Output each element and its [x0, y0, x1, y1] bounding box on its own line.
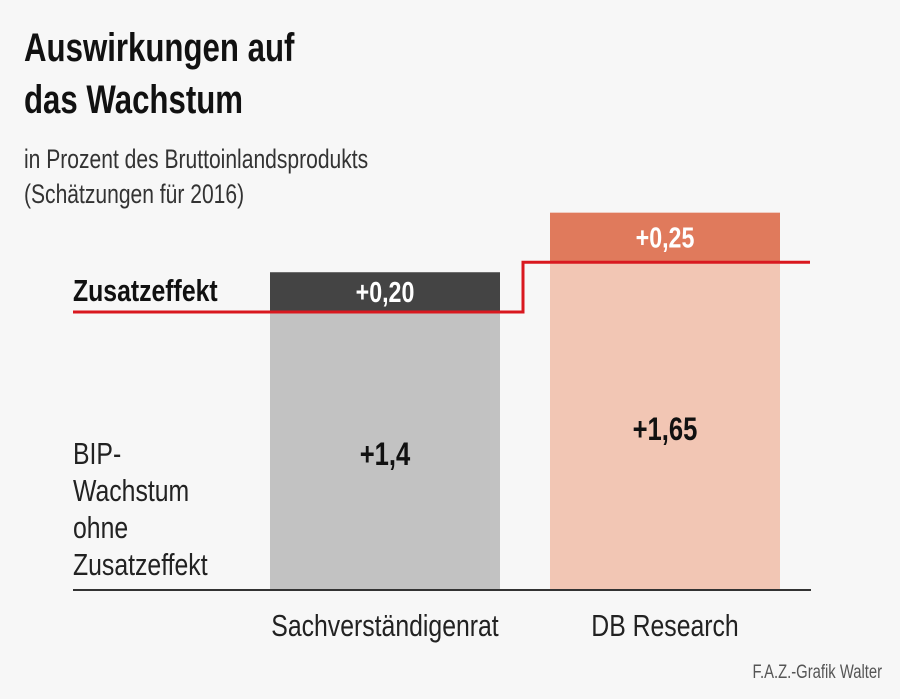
chart-title: Auswirkungen auf das Wachstum: [24, 22, 524, 126]
zusatzeffekt-line: [73, 260, 810, 314]
series-label-base-line: Zusatzeffekt: [73, 547, 208, 581]
data-label: +1,65: [633, 413, 698, 448]
series-label-zusatzeffekt: Zusatzeffekt: [73, 273, 218, 307]
bar-zusatz-2: [550, 212, 780, 263]
data-label: +0,20: [356, 276, 415, 309]
subtitle-line-1: in Prozent des Bruttoinlandsprodukts: [24, 144, 369, 174]
series-label-base-line: Wachstum: [73, 473, 189, 507]
category-label: Sachverständigenrat: [271, 608, 499, 642]
bar-base-2: [550, 262, 780, 590]
category-label: DB Research: [591, 608, 738, 642]
series-label-base-line: BIP-: [73, 436, 121, 470]
data-label: +0,25: [636, 221, 695, 254]
bar-base-1: [270, 311, 500, 590]
chart-subtitle: in Prozent des Bruttoinlandsprodukts (Sc…: [24, 142, 465, 212]
title-line-1: Auswirkungen auf: [24, 26, 295, 70]
source-credit: F.A.Z.-Grafik Walter: [752, 662, 882, 683]
title-line-2: das Wachstum: [24, 78, 244, 122]
data-label: +1,4: [360, 437, 411, 472]
series-label-base-line: ohne: [73, 510, 128, 544]
subtitle-line-2: (Schätzungen für 2016): [24, 179, 245, 209]
bar-zusatz-1: [270, 272, 500, 312]
